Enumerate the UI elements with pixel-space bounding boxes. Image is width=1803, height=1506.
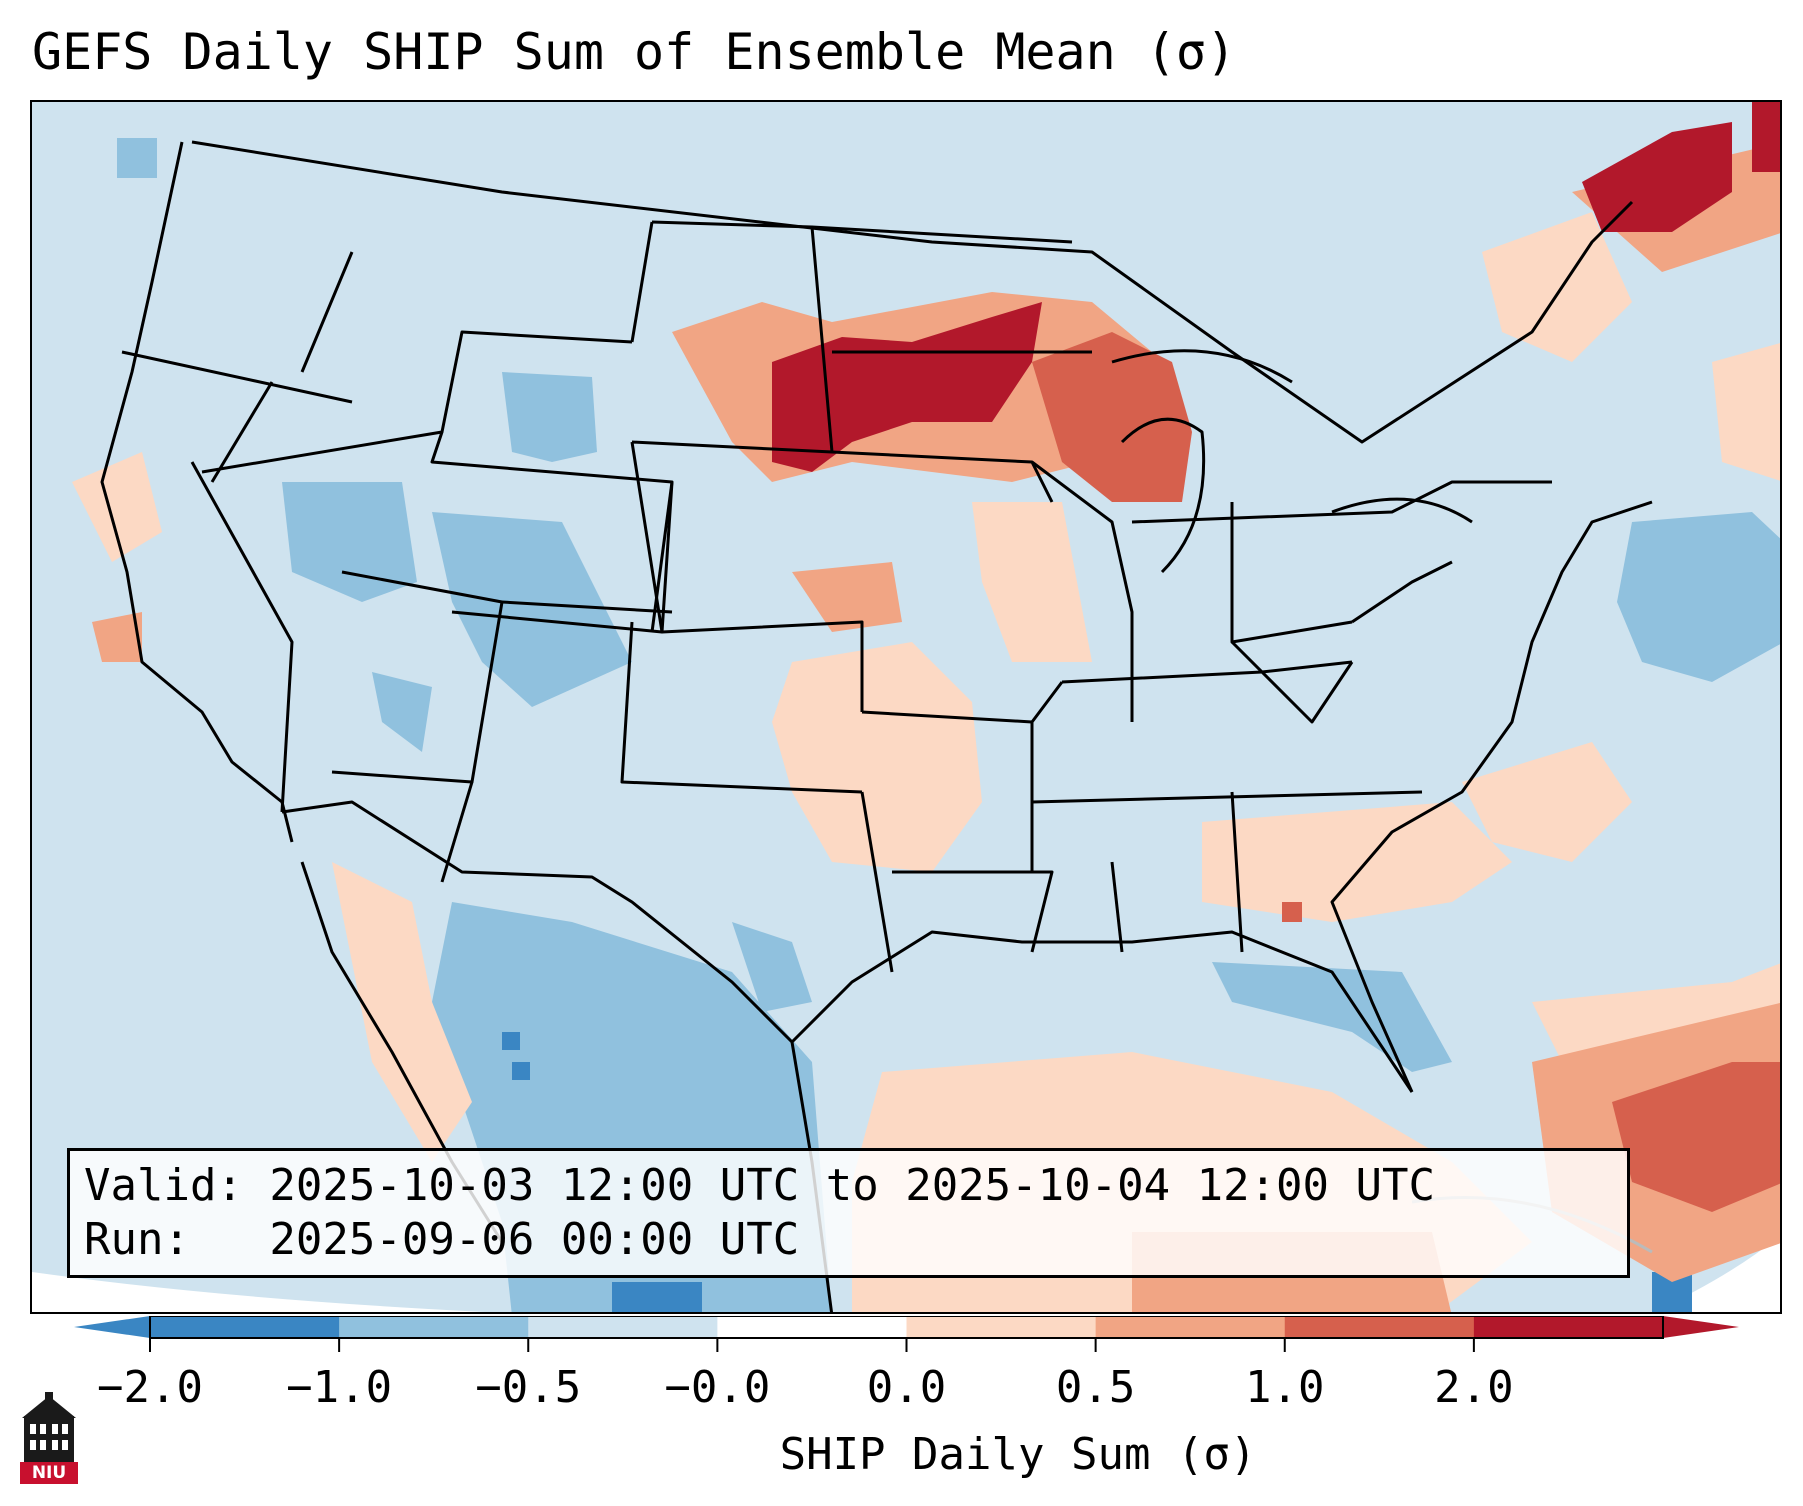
- state-line: [1230, 791, 1244, 953]
- state-line: [811, 225, 1073, 244]
- colorbar-segment: [150, 1316, 340, 1338]
- colorbar-tick-label: 0.0: [866, 1362, 947, 1413]
- anomaly-kansas: [792, 562, 902, 632]
- building-shape: [22, 1392, 76, 1462]
- colorbar-segment: [1095, 1316, 1286, 1338]
- colorbar-segment: [528, 1316, 718, 1338]
- state-line: [650, 481, 674, 633]
- state-line: [1131, 480, 1552, 524]
- strong-positive-regions: [1032, 332, 1780, 1212]
- anomaly-maritimes: [1712, 343, 1780, 481]
- anomaly-baja: [332, 862, 472, 1162]
- anomaly-cell: [612, 1282, 702, 1312]
- colorbar-segment: [339, 1316, 529, 1338]
- anomaly-southeast: [1202, 802, 1512, 922]
- colorbar-segment: [1284, 1316, 1475, 1338]
- extreme-positive-regions: [772, 102, 1780, 472]
- map-canvas: [32, 102, 1780, 1312]
- anomaly-cell: [1282, 902, 1302, 922]
- ship-anomaly-map[interactable]: [30, 100, 1782, 1314]
- colorbar-tick-label: 0.5: [1055, 1362, 1136, 1413]
- logo-text: NIU: [20, 1462, 78, 1484]
- anomaly-antilles: [1612, 1062, 1780, 1212]
- chart-title: GEFS Daily SHIP Sum of Ensemble Mean (σ): [32, 23, 1237, 81]
- anomaly-cell: [1752, 102, 1780, 172]
- anomaly-quebec-extreme: [1582, 122, 1732, 232]
- colorbar-extend-high: [1663, 1316, 1739, 1338]
- state-line: [630, 441, 864, 712]
- anomaly-california-offshore: [92, 612, 142, 662]
- colorbar-segment: [906, 1316, 1097, 1338]
- state-line: [892, 870, 1054, 953]
- east-coast: [1330, 500, 1653, 1093]
- colorbar-segments: [150, 1316, 1664, 1338]
- state-line: [121, 350, 353, 404]
- state-line: [190, 461, 294, 813]
- run-time-line: Run: 2025-09-06 00:00 UTC: [84, 1214, 800, 1265]
- state-line: [1230, 640, 1354, 724]
- lake-michigan: [1120, 417, 1206, 574]
- state-line: [1351, 560, 1453, 624]
- state-line: [620, 621, 863, 794]
- state-line: [300, 251, 354, 373]
- anomaly-kansas-oklahoma: [772, 642, 982, 872]
- anomaly-cell: [117, 138, 157, 178]
- anomaly-dakotas-minnesota: [772, 302, 1042, 472]
- lake-erie-ontario: [1331, 497, 1473, 524]
- state-line: [1110, 861, 1124, 953]
- state-line: [631, 220, 834, 454]
- state-line: [1031, 460, 1134, 722]
- state-line: [1031, 790, 1423, 804]
- anomaly-quebec: [1482, 212, 1632, 362]
- anomaly-colorado-utah: [432, 512, 632, 707]
- anomaly-pacific-coast: [72, 452, 162, 562]
- state-line: [860, 791, 894, 973]
- projection-edge-east: [1653, 1235, 1780, 1312]
- colorbar-tick-label: −0.0: [664, 1362, 771, 1413]
- anomaly-arizona: [372, 672, 432, 752]
- state-line: [440, 781, 474, 883]
- west-coast: [100, 141, 294, 843]
- anomaly-wyoming: [502, 372, 597, 462]
- us-mexico-border: [281, 800, 794, 1044]
- state-line: [201, 330, 633, 474]
- anomaly-iowa: [972, 502, 1092, 662]
- colorbar-tick-label: 2.0: [1434, 1362, 1514, 1413]
- colorbar-label: SHIP Daily Sum (σ): [779, 1429, 1257, 1480]
- state-line: [331, 570, 504, 784]
- validity-info-box: Valid: 2025-10-03 12:00 UTC to 2025-10-0…: [67, 1148, 1630, 1278]
- niu-building-logo-icon: NIU: [20, 1392, 78, 1484]
- colorbar-tick-label: 1.0: [1245, 1362, 1325, 1413]
- anomaly-wisconsin: [1032, 332, 1192, 502]
- valid-time-line: Valid: 2025-10-03 12:00 UTC to 2025-10-0…: [84, 1160, 1436, 1211]
- colorbar-tick-label: −0.5: [475, 1362, 582, 1413]
- colorbar: [74, 1316, 1739, 1352]
- anomaly-cell: [512, 1062, 530, 1080]
- us-canada-border: [191, 140, 1634, 444]
- anomaly-south-texas: [732, 922, 812, 1012]
- colorbar-extend-low: [74, 1316, 150, 1338]
- anomaly-atlantic: [1617, 512, 1780, 682]
- gulf-coast: [790, 930, 1414, 1093]
- projection-edge: [32, 1272, 485, 1312]
- colorbar-segment: [1473, 1316, 1664, 1338]
- state-line: [210, 381, 274, 483]
- anomaly-carolinas-offshore: [1462, 742, 1632, 862]
- lake-superior: [1111, 349, 1293, 384]
- state-line: [501, 600, 673, 614]
- colorbar-segment: [717, 1316, 907, 1338]
- colorbar-tick-label: −1.0: [286, 1362, 393, 1413]
- anomaly-nevada: [282, 482, 417, 602]
- state-line: [630, 221, 654, 343]
- anomaly-cell: [502, 1032, 520, 1050]
- colorbar-tick-marks: [149, 1338, 1475, 1352]
- colorbar-tick-label: −2.0: [97, 1362, 203, 1413]
